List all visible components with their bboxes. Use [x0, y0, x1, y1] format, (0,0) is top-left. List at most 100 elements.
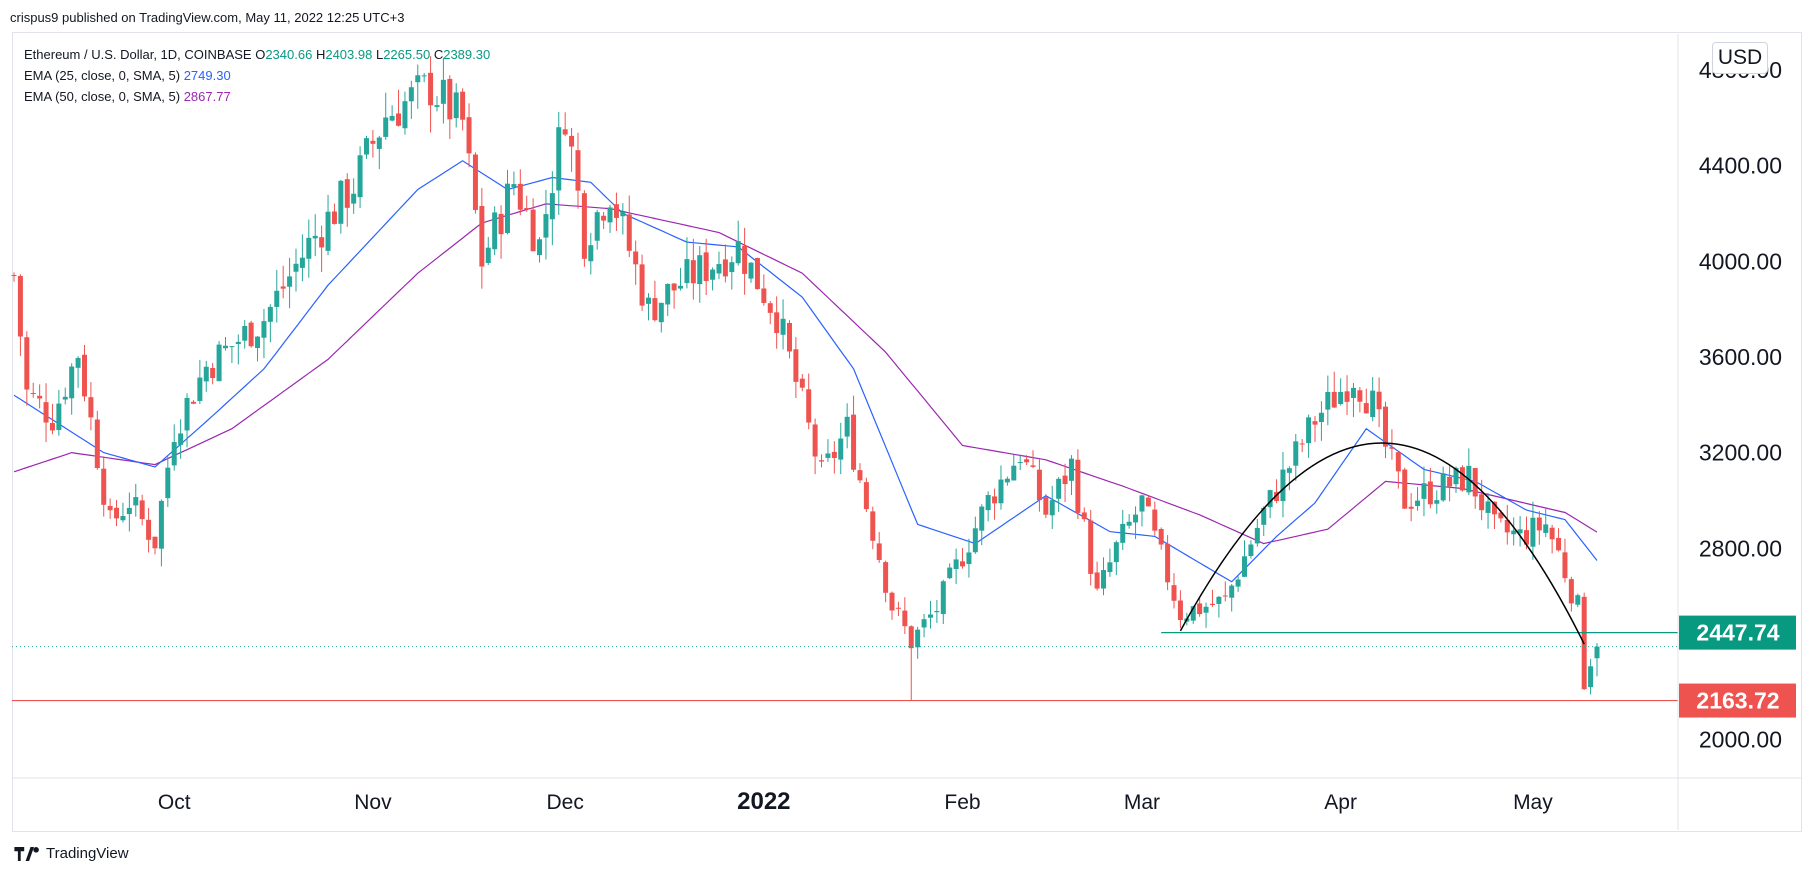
candle [825, 439, 831, 462]
candle-body [440, 79, 446, 104]
candle-body [1376, 391, 1382, 410]
candle-body [633, 251, 639, 265]
candle [428, 56, 434, 133]
candle [1286, 466, 1292, 491]
candle-body [1485, 501, 1491, 513]
candle-body [479, 206, 485, 267]
candle-body [402, 101, 408, 129]
candle-body [690, 260, 696, 284]
candle [171, 424, 177, 471]
candle [62, 387, 68, 405]
candle [1120, 509, 1126, 551]
rounding-top-arc[interactable] [1179, 442, 1585, 645]
candle-body [1556, 537, 1562, 551]
candle [1049, 485, 1055, 530]
candle [1165, 535, 1171, 591]
candle [620, 203, 626, 235]
candle-body [940, 581, 946, 615]
candle-body [1254, 527, 1260, 544]
candle-body [780, 318, 786, 335]
candle-body [1177, 600, 1183, 620]
candle-body [1370, 390, 1376, 418]
candle-body [1312, 421, 1318, 425]
candle-body [415, 75, 421, 83]
candle-body [1562, 552, 1568, 579]
candle [658, 302, 664, 333]
chart-frame[interactable] [12, 32, 1802, 832]
candle [511, 171, 517, 196]
footer-brand[interactable]: TradingView [14, 845, 129, 862]
candle-body [774, 312, 780, 334]
candle-body [1068, 458, 1074, 481]
legend-ema50-row[interactable]: EMA (50, close, 0, SMA, 5) 2867.77 [24, 86, 490, 107]
candle [1383, 401, 1389, 459]
candle [383, 92, 389, 140]
candle [1306, 414, 1312, 458]
candle [453, 83, 459, 128]
x-tick-label: Feb [944, 791, 980, 814]
symbol-name[interactable]: Ethereum / U.S. Dollar, 1D, COINBASE [24, 47, 252, 62]
candle-body [88, 397, 94, 418]
legend-ema25-row[interactable]: EMA (25, close, 0, SMA, 5) 2749.30 [24, 65, 490, 86]
candle [1415, 487, 1421, 511]
candle-body [1594, 646, 1600, 659]
candle [1126, 514, 1132, 529]
candle-body [1331, 391, 1337, 408]
candle [1350, 382, 1356, 418]
candle-body [1229, 585, 1235, 598]
candle-body [229, 346, 235, 348]
candle-body [1453, 467, 1459, 485]
candle-body [171, 442, 177, 466]
candle-body [299, 257, 305, 268]
candle [1133, 506, 1139, 540]
candle [1113, 540, 1119, 576]
candle [1030, 450, 1036, 469]
candle-body [863, 482, 869, 510]
candle-body [767, 303, 773, 313]
candle [1107, 548, 1113, 577]
candle-body [549, 193, 555, 220]
open-value: 2340.66 [265, 47, 313, 62]
candle-body [466, 117, 472, 154]
candle [402, 91, 408, 135]
candle [120, 502, 126, 523]
candle-body [1363, 403, 1369, 414]
candle [460, 88, 466, 131]
candle [216, 341, 222, 382]
candle-body [729, 262, 735, 273]
candle [1068, 455, 1074, 496]
candle-body [434, 105, 440, 107]
candle [229, 345, 235, 363]
candle-body [742, 245, 748, 274]
candle [831, 441, 837, 474]
x-tick-label: Dec [546, 791, 583, 814]
candle-body [581, 193, 587, 259]
candle [921, 613, 927, 638]
candle-body [594, 212, 600, 241]
candle-body [1222, 595, 1228, 597]
candle [1562, 538, 1568, 583]
candle [466, 103, 472, 168]
candle-body [754, 257, 760, 290]
candle-body [1036, 469, 1042, 501]
candle-body [825, 453, 831, 458]
candle-body [1242, 556, 1248, 577]
candle [1568, 576, 1574, 612]
candle-body [37, 395, 43, 399]
candle-body [460, 91, 466, 120]
candle [1466, 448, 1472, 496]
currency-button[interactable]: USD [1712, 42, 1768, 74]
candle [299, 234, 305, 282]
candle [1575, 593, 1581, 608]
candle [190, 400, 196, 405]
candle [152, 536, 158, 555]
candle [556, 111, 562, 215]
candle-body [1133, 514, 1139, 523]
candle [203, 360, 209, 392]
ema25-value: 2749.30 [183, 68, 231, 83]
candle-body [1017, 462, 1023, 464]
candle-body [626, 214, 632, 251]
candle [94, 410, 100, 470]
candle-body [684, 259, 690, 283]
